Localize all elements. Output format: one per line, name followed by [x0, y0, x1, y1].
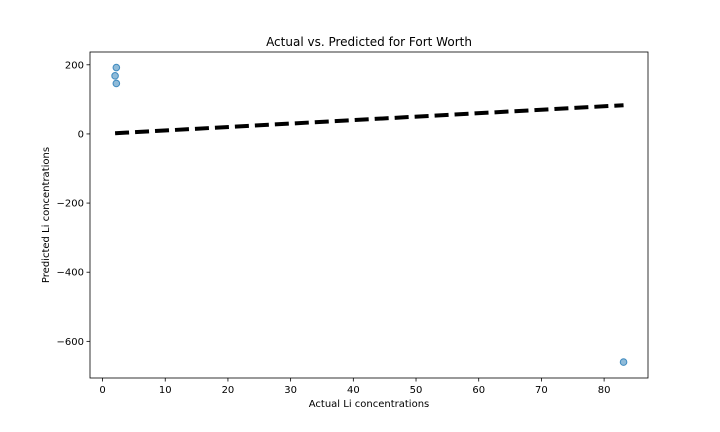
y-axis-label: Predicted Li concentrations — [41, 147, 52, 283]
x-tick-label: 10 — [159, 385, 172, 396]
x-tick-label: 50 — [410, 385, 423, 396]
x-tick-label: 40 — [347, 385, 360, 396]
x-tick-label: 0 — [99, 385, 105, 396]
y-tick-label: 200 — [65, 60, 84, 71]
reference-line-group — [114, 103, 624, 136]
data-point — [111, 72, 119, 80]
x-axis-label: Actual Li concentrations — [309, 399, 430, 410]
data-points — [111, 63, 628, 366]
x-tick-label: 80 — [598, 385, 611, 396]
x-axis-ticks: 0 10 20 30 40 50 60 70 80 — [99, 378, 610, 396]
y-axis-ticks: 200 0 −200 −400 −600 — [57, 60, 90, 348]
y-tick-label: 0 — [78, 129, 84, 140]
x-tick-label: 60 — [472, 385, 485, 396]
data-point — [112, 63, 121, 72]
x-tick-label: 70 — [535, 385, 548, 396]
x-tick-label: 30 — [284, 385, 297, 396]
x-tick-label: 20 — [222, 385, 235, 396]
data-point — [112, 79, 121, 88]
plot-area-frame — [89, 51, 649, 379]
y-tick-label: −400 — [57, 268, 84, 279]
y-tick-label: −200 — [57, 199, 84, 210]
data-point — [619, 358, 628, 366]
chart-title: Actual vs. Predicted for Fort Worth — [266, 35, 472, 49]
reference-line — [114, 103, 624, 136]
y-tick-label: −600 — [57, 337, 84, 348]
